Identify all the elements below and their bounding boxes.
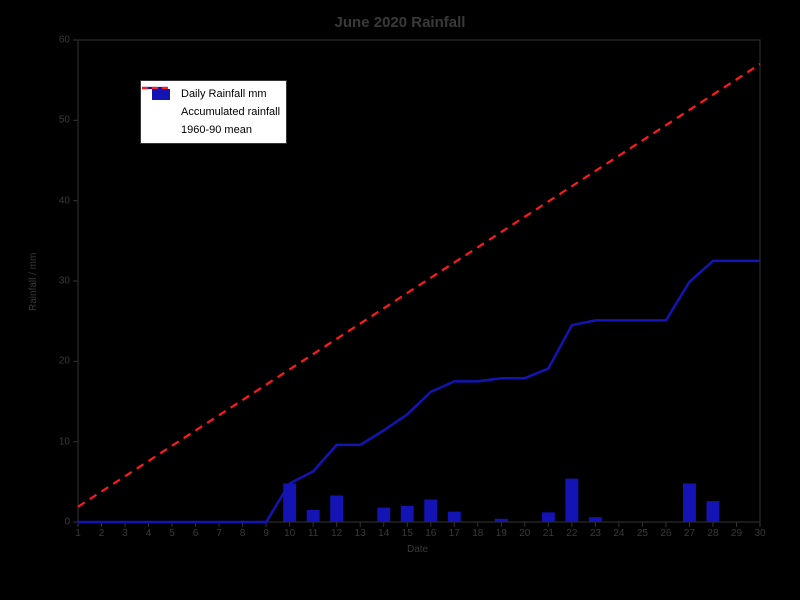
x-tick-label: 25 [637,528,648,539]
x-tick-label: 1 [75,528,81,539]
bar [706,501,719,522]
x-axis-label: Date [407,544,428,555]
legend-swatch [147,105,175,119]
y-tick-label: 10 [52,436,70,447]
x-tick-label: 16 [425,528,436,539]
chart-svg [0,0,800,600]
x-tick-label: 13 [355,528,366,539]
x-tick-label: 15 [402,528,413,539]
x-tick-label: 30 [754,528,765,539]
accumulated-line [78,261,760,522]
legend-label: Daily Rainfall mm [181,88,267,100]
x-tick-label: 11 [308,528,318,539]
x-tick-label: 2 [99,528,105,539]
x-tick-label: 12 [331,528,342,539]
legend-label: Accumulated rainfall [181,106,280,118]
x-tick-label: 3 [122,528,128,539]
x-tick-label: 10 [284,528,295,539]
x-tick-label: 8 [240,528,246,539]
y-tick-label: 50 [52,115,70,126]
legend-item: Accumulated rainfall [147,103,280,121]
x-tick-label: 6 [193,528,199,539]
y-tick-label: 20 [52,356,70,367]
bar [330,495,343,522]
legend-label: 1960-90 mean [181,124,252,136]
bar [542,512,555,522]
bar [448,512,461,522]
x-tick-label: 21 [543,528,554,539]
bar [424,500,437,522]
bar [495,519,508,522]
y-tick-label: 40 [52,195,70,206]
rainfall-chart: June 2020 Rainfall Rainfall / mm Date Da… [0,0,800,600]
bar [401,506,414,522]
x-tick-label: 24 [613,528,624,539]
y-tick-label: 30 [52,276,70,287]
y-tick-label: 0 [52,517,70,528]
y-axis-label: Rainfall / mm [28,253,39,311]
legend-item: 1960-90 mean [147,121,280,139]
x-tick-label: 4 [146,528,152,539]
x-tick-label: 18 [472,528,483,539]
bar [565,479,578,522]
bar [589,517,602,522]
x-tick-label: 27 [684,528,695,539]
legend-swatch [147,123,175,137]
bar [307,510,320,522]
x-tick-label: 19 [496,528,507,539]
x-tick-label: 17 [449,528,460,539]
x-tick-label: 23 [590,528,601,539]
x-tick-label: 9 [263,528,269,539]
x-tick-label: 5 [169,528,175,539]
x-tick-label: 29 [731,528,742,539]
x-tick-label: 28 [707,528,718,539]
y-tick-label: 60 [52,35,70,46]
x-tick-label: 26 [660,528,671,539]
bar [683,483,696,522]
x-tick-label: 14 [378,528,389,539]
x-tick-label: 22 [566,528,577,539]
x-tick-label: 7 [216,528,222,539]
bar [377,508,390,522]
legend: Daily Rainfall mm Accumulated rainfall 196… [140,80,287,144]
x-tick-label: 20 [519,528,530,539]
